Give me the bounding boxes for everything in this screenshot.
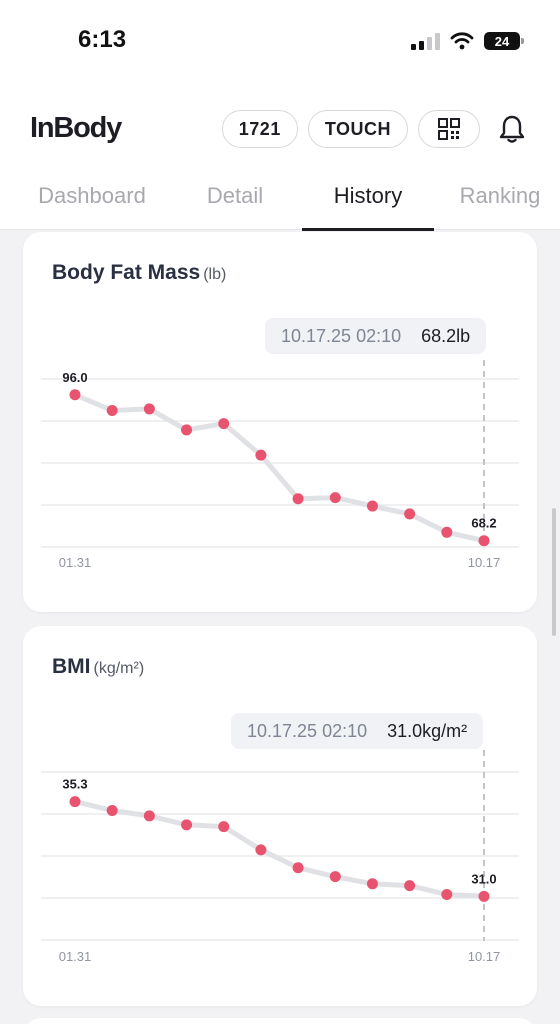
status-icons: 24 [411, 30, 524, 52]
data-point [218, 821, 230, 833]
data-label: 96.0 [62, 370, 87, 385]
touch-button[interactable]: TOUCH [307, 110, 408, 148]
qr-code-button[interactable] [418, 110, 480, 148]
data-point [69, 796, 81, 808]
status-bar: 6:13 24 [0, 0, 560, 84]
data-label: 31.0 [471, 871, 496, 886]
data-point [478, 535, 490, 547]
data-point [366, 500, 378, 512]
data-point [329, 871, 341, 883]
tab-ranking[interactable]: Ranking [459, 183, 541, 208]
data-point [292, 493, 304, 505]
battery-level: 24 [494, 33, 510, 49]
data-label: 68.2 [471, 516, 496, 531]
tab-history[interactable]: History [302, 174, 434, 231]
qr-code-icon [438, 118, 460, 140]
data-point [143, 810, 155, 822]
card-title-text: Body Fat Mass [52, 261, 201, 284]
data-label: 35.3 [62, 777, 87, 792]
data-point [329, 492, 341, 504]
x-tick-label: 10.17 [468, 555, 501, 570]
tab-detail[interactable]: Detail [206, 183, 264, 208]
tooltip-value: 31.0kg/m² [387, 720, 468, 741]
tooltip-date: 10.17.25 02:10 [247, 720, 368, 741]
series-line [72, 799, 487, 899]
x-tick-label: 01.31 [59, 949, 92, 964]
data-point [106, 805, 118, 817]
card-unit: (kg/m²) [93, 660, 145, 677]
tooltip-value: 68.2lb [421, 325, 471, 346]
data-point [218, 418, 230, 430]
data-point [292, 862, 304, 874]
card-title: BMI (kg/m²) [52, 655, 144, 679]
data-point [366, 878, 378, 890]
data-point [255, 844, 267, 856]
member-number-button[interactable]: 1721 [221, 110, 298, 148]
battery-icon: 24 [484, 32, 524, 50]
tab-bar: Dashboard Detail History Ranking [0, 174, 560, 231]
data-point [478, 890, 490, 902]
next-card [23, 1018, 537, 1024]
body-fat-mass-chart[interactable]: 96.0 68.2 01.31 10.17 [23, 232, 537, 612]
body-fat-mass-card: Body Fat Mass (lb) 10.17.25 02:10 68.2lb … [23, 232, 537, 612]
wifi-icon [450, 32, 474, 50]
header-actions: 1721 TOUCH [221, 110, 530, 148]
x-tick-label: 10.17 [468, 949, 501, 964]
app-header: InBody 1721 TOUCH [0, 84, 560, 231]
tooltip-date: 10.17.25 02:10 [281, 325, 402, 346]
card-unit: (lb) [203, 266, 227, 283]
x-tick-label: 01.31 [59, 555, 92, 570]
chart-tooltip: 10.17.25 02:10 31.0kg/m² [231, 713, 484, 749]
data-point [181, 819, 193, 831]
data-point [404, 880, 416, 892]
bmi-card: BMI (kg/m²) 10.17.25 02:10 31.0kg/m² 35.3… [23, 626, 537, 1006]
data-point [106, 405, 118, 416]
series-line [72, 392, 487, 544]
bmi-chart[interactable]: 35.3 31.0 01.31 10.17 [23, 626, 537, 1006]
signal-icon [411, 32, 440, 50]
data-point [143, 403, 155, 415]
data-point [441, 889, 453, 901]
data-point [404, 508, 416, 520]
card-title: Body Fat Mass (lb) [52, 261, 226, 285]
chart-tooltip: 10.17.25 02:10 68.2lb [265, 318, 487, 354]
tab-dashboard[interactable]: Dashboard [38, 183, 146, 208]
status-time: 6:13 [78, 26, 127, 53]
data-point [181, 424, 193, 436]
bell-icon [499, 115, 525, 143]
data-point [69, 389, 81, 401]
scrollbar[interactable] [552, 508, 556, 636]
data-point [255, 449, 267, 461]
inbody-logo[interactable]: InBody [30, 112, 122, 144]
data-point [441, 526, 453, 538]
card-title-text: BMI [52, 655, 91, 678]
notifications-button[interactable] [494, 110, 530, 148]
